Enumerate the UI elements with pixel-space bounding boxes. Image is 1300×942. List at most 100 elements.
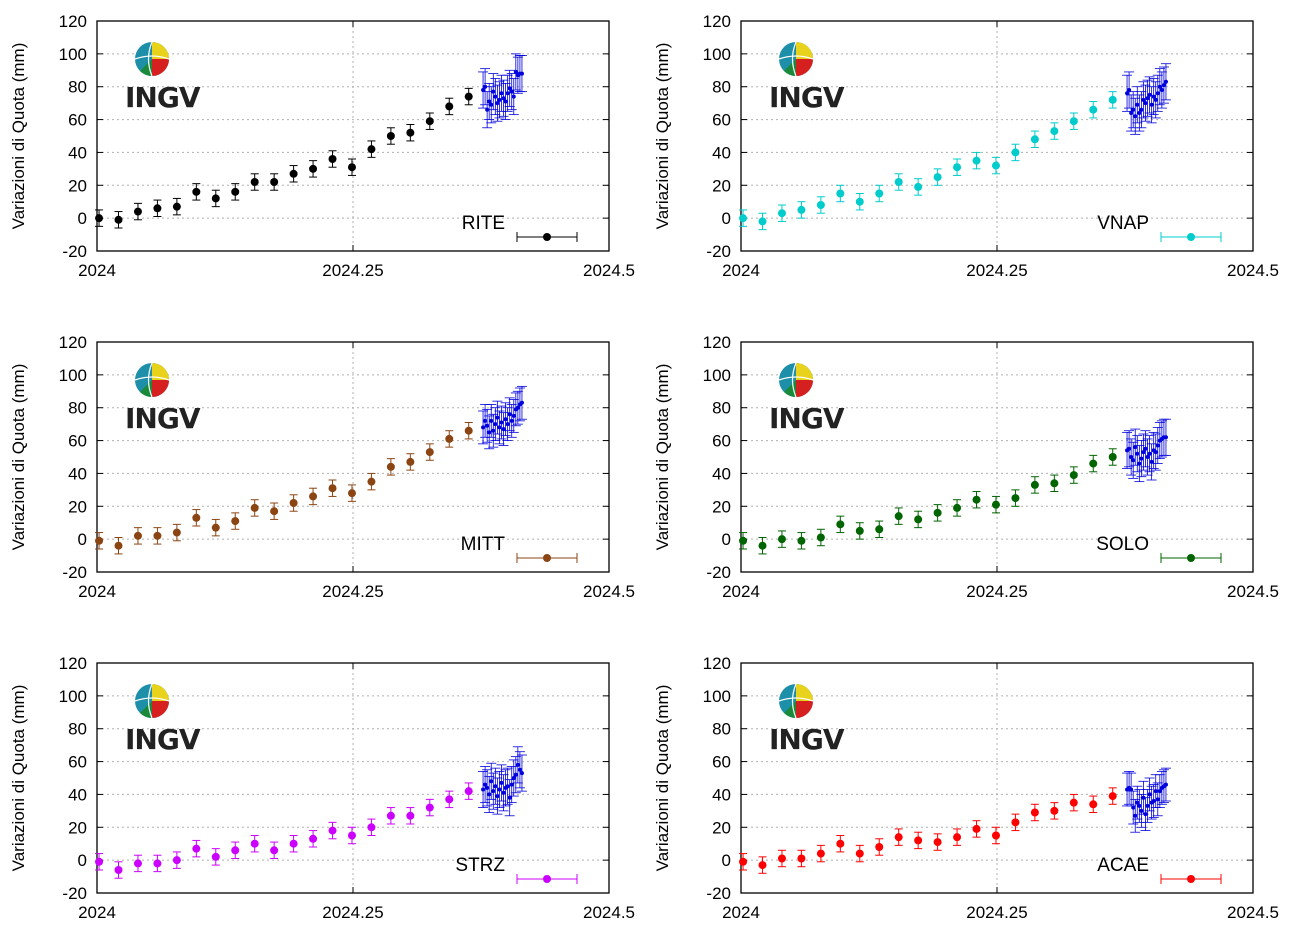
data-point — [991, 500, 1000, 509]
data-point — [836, 189, 845, 198]
data-point — [328, 484, 337, 493]
data-point — [489, 779, 494, 784]
data-point — [1149, 459, 1154, 464]
data-point — [1135, 451, 1140, 456]
data-point — [1145, 803, 1150, 808]
data-point — [495, 794, 500, 799]
data-point — [1151, 94, 1156, 99]
x-tick-label: 2024 — [78, 261, 116, 280]
y-tick-label: 20 — [712, 497, 731, 516]
data-point — [406, 128, 415, 137]
data-point — [489, 102, 494, 107]
data-point — [485, 107, 490, 112]
y-tick-label: 100 — [59, 366, 87, 385]
data-point — [1125, 91, 1130, 96]
y-tick-label: 40 — [712, 464, 731, 483]
y-tick-label: 40 — [712, 143, 731, 162]
data-point — [1089, 459, 1098, 468]
x-tick-label: 2024.25 — [322, 582, 383, 601]
y-tick-label: 20 — [712, 818, 731, 837]
data-point — [270, 178, 279, 186]
data-point — [1011, 148, 1020, 157]
series-recent — [1122, 63, 1171, 135]
data-point — [515, 405, 520, 410]
y-tick-label: 80 — [712, 399, 731, 418]
x-tick-label: 2024.25 — [322, 903, 383, 922]
data-point — [777, 535, 786, 544]
globe-segment — [152, 684, 169, 701]
data-point — [972, 156, 981, 165]
globe-lines — [134, 683, 170, 719]
data-point — [493, 422, 498, 427]
globe-segment — [796, 363, 813, 380]
data-point — [505, 784, 510, 789]
series-main — [739, 787, 1117, 874]
data-point — [1147, 92, 1152, 97]
y-axis-label: Variazioni di Quota (mm) — [653, 685, 672, 872]
y-tick-label: 60 — [712, 753, 731, 772]
data-point — [1131, 805, 1136, 810]
x-tick-label: 2024.5 — [583, 261, 635, 280]
data-point — [491, 428, 496, 433]
data-point — [172, 856, 181, 865]
data-point — [797, 536, 806, 545]
data-point — [153, 859, 162, 868]
data-point — [758, 541, 767, 550]
data-point — [509, 782, 514, 787]
data-point — [914, 836, 923, 845]
data-point — [836, 520, 845, 529]
data-point — [347, 163, 356, 172]
globe-segment — [152, 380, 169, 397]
data-point — [406, 811, 415, 820]
data-point — [1153, 97, 1158, 102]
x-tick-label: 2024.5 — [583, 903, 635, 922]
data-point — [1129, 111, 1134, 115]
y-axis-label: Variazioni di Quota (mm) — [9, 685, 28, 872]
data-point — [1141, 97, 1146, 102]
data-point — [875, 189, 884, 198]
data-point — [1133, 114, 1138, 119]
data-point — [1069, 471, 1078, 480]
data-point — [1143, 101, 1148, 106]
x-tick-label: 2024.5 — [1227, 582, 1279, 601]
x-tick-label: 2024 — [722, 582, 760, 601]
data-point — [1153, 450, 1158, 455]
data-point — [367, 823, 376, 832]
data-point — [133, 531, 142, 540]
data-point — [739, 214, 748, 223]
data-point — [1135, 800, 1140, 805]
logo-text: INGV — [769, 723, 845, 756]
y-tick-label: 60 — [712, 432, 731, 451]
data-point — [211, 852, 220, 861]
y-tick-label: 100 — [703, 687, 731, 706]
data-point — [503, 417, 508, 422]
series-main — [739, 448, 1117, 555]
logo: INGV — [769, 683, 846, 756]
y-axis-label: Variazioni di Quota (mm) — [653, 43, 672, 230]
data-point — [309, 164, 318, 173]
data-point — [1108, 95, 1117, 104]
data-point — [1050, 127, 1059, 136]
y-tick-label: 60 — [68, 432, 87, 451]
x-tick-label: 2024.25 — [966, 261, 1027, 280]
data-point — [1149, 102, 1154, 107]
y-tick-label: 80 — [712, 720, 731, 739]
data-point — [497, 425, 502, 430]
legend-label: STRZ — [455, 855, 505, 876]
data-point — [1137, 803, 1142, 808]
data-point — [1153, 789, 1158, 794]
series-main — [95, 782, 473, 879]
legend-marker — [543, 875, 551, 883]
data-point — [133, 207, 142, 216]
data-point — [1145, 96, 1150, 101]
data-point — [1129, 787, 1134, 792]
x-tick-label: 2024 — [722, 261, 760, 280]
data-point — [501, 96, 506, 101]
data-point — [1139, 107, 1144, 112]
data-point — [1137, 461, 1142, 466]
data-point — [953, 503, 962, 512]
series-main — [739, 91, 1117, 231]
